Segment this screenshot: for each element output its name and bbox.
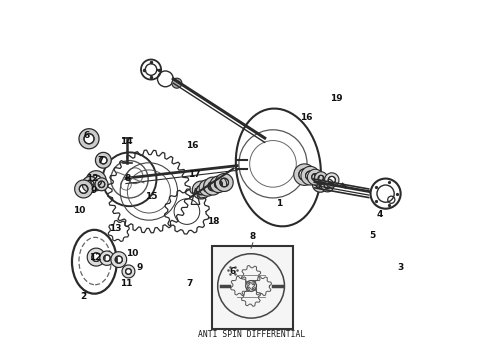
Text: ANTI SPIN DIFFERENTIAL: ANTI SPIN DIFFERENTIAL	[198, 329, 305, 338]
Wedge shape	[86, 171, 106, 191]
Text: 10: 10	[126, 249, 138, 258]
Wedge shape	[82, 176, 98, 192]
Text: 5: 5	[369, 231, 375, 240]
Wedge shape	[204, 177, 221, 195]
Text: 4: 4	[376, 210, 383, 219]
Text: 16: 16	[186, 141, 198, 150]
Wedge shape	[315, 172, 327, 185]
Text: 7: 7	[186, 279, 193, 288]
Wedge shape	[122, 265, 135, 278]
Text: 19: 19	[330, 94, 343, 103]
Wedge shape	[95, 178, 108, 191]
Wedge shape	[313, 176, 328, 192]
Bar	[212, 246, 294, 329]
Wedge shape	[74, 180, 93, 198]
Text: 11: 11	[120, 279, 132, 288]
Wedge shape	[321, 179, 334, 192]
Text: 10: 10	[73, 206, 86, 215]
Text: 9: 9	[136, 264, 143, 273]
Text: 15: 15	[145, 192, 157, 201]
Wedge shape	[96, 152, 111, 168]
Wedge shape	[192, 181, 210, 199]
Wedge shape	[307, 169, 323, 185]
Wedge shape	[87, 248, 105, 266]
Circle shape	[172, 78, 182, 88]
Wedge shape	[294, 164, 315, 185]
Text: 6: 6	[229, 267, 236, 276]
Text: 12: 12	[86, 174, 99, 183]
Text: 17: 17	[188, 170, 200, 179]
Wedge shape	[100, 251, 114, 265]
Text: 7: 7	[98, 156, 104, 165]
Text: 8: 8	[250, 232, 256, 241]
Wedge shape	[79, 129, 99, 149]
Text: 8: 8	[124, 174, 130, 183]
Wedge shape	[210, 176, 227, 193]
Wedge shape	[226, 264, 239, 277]
Wedge shape	[215, 174, 233, 192]
Wedge shape	[301, 166, 319, 185]
Wedge shape	[199, 180, 216, 196]
Text: 9: 9	[91, 186, 97, 195]
Text: 14: 14	[120, 137, 132, 146]
Wedge shape	[111, 252, 126, 267]
Wedge shape	[324, 173, 339, 187]
Text: 12: 12	[89, 253, 101, 262]
Text: 3: 3	[398, 264, 404, 273]
Text: 16: 16	[300, 113, 313, 122]
Text: 1: 1	[276, 199, 282, 208]
Text: 13: 13	[109, 224, 122, 233]
Text: 6: 6	[83, 131, 90, 140]
Text: 2: 2	[80, 292, 86, 301]
Text: 18: 18	[207, 217, 220, 226]
